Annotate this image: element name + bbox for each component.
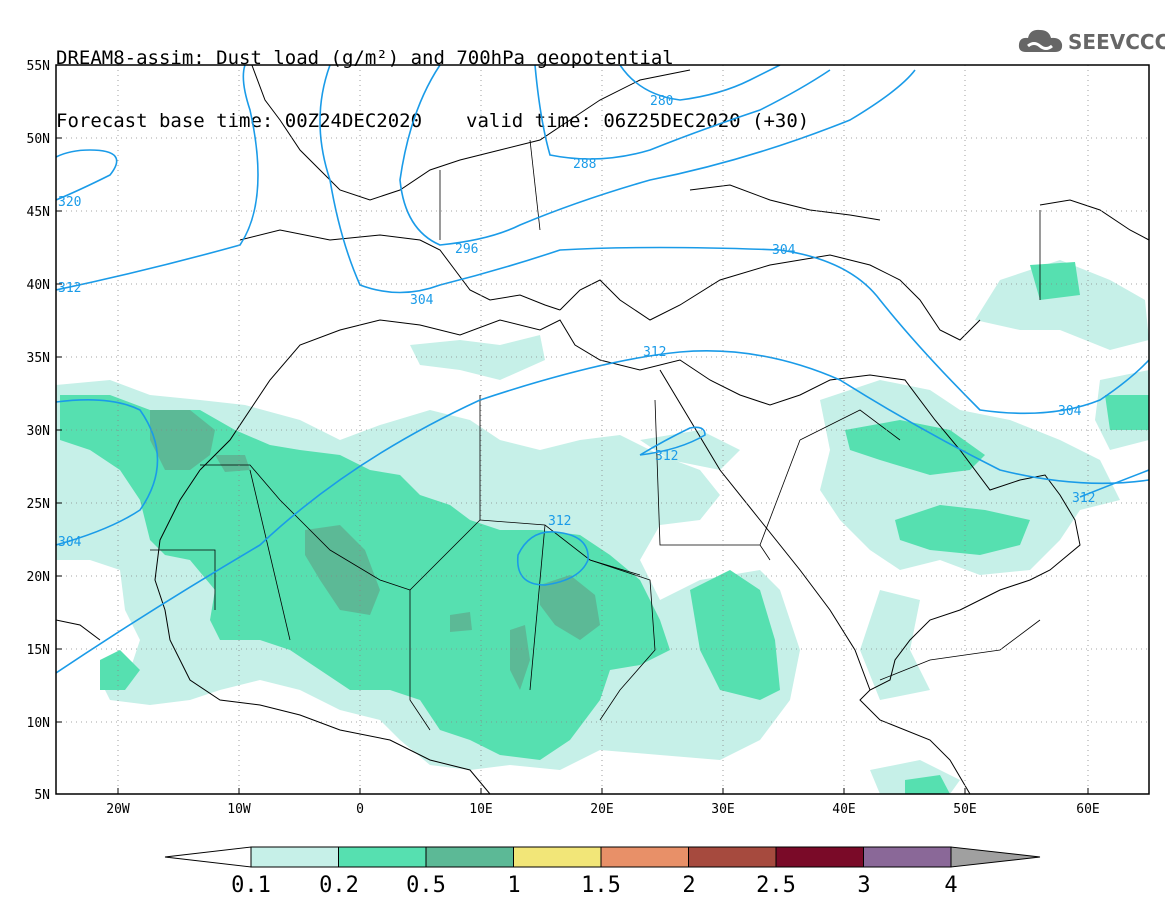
colorbar-box <box>775 846 864 868</box>
contour-label-304: 304 <box>410 293 434 308</box>
geopotential-contours <box>56 65 1149 674</box>
lon-label: 0 <box>356 802 364 817</box>
colorbar-label: 1.5 <box>581 873 621 898</box>
lat-label: 25N <box>27 497 50 512</box>
colorbar-label: 2 <box>682 873 695 898</box>
contour-label-304-west: 304 <box>58 535 82 550</box>
colorbar-label: 2.5 <box>756 873 796 898</box>
title-line-2: Forecast base time: 00Z24DEC2020 valid ti… <box>56 111 809 132</box>
contour-label-280: 280 <box>650 94 673 109</box>
lon-label: 20E <box>590 802 613 817</box>
lon-label: 40E <box>832 802 855 817</box>
lat-label: 35N <box>27 351 50 366</box>
lon-label: 10W <box>227 802 251 817</box>
contour-label-312-center: 312 <box>548 514 571 529</box>
colorbar-box <box>688 846 777 868</box>
contour-label-312-east: 312 <box>1072 491 1095 506</box>
colorbar-box <box>338 846 427 868</box>
lon-label: 10E <box>469 802 492 817</box>
dust-shading <box>56 260 1149 794</box>
axis-ticks <box>56 64 1089 794</box>
contour-label-288: 288 <box>573 157 596 172</box>
lat-label: 10N <box>27 716 50 731</box>
contour-label-312: 312 <box>643 345 666 360</box>
logo-text: SEEVCCC <box>1068 30 1165 54</box>
latitude-labels: 55N 50N 45N 40N 35N 30N 25N 20N 15N 10N … <box>27 59 50 803</box>
lon-label: 30E <box>711 802 734 817</box>
colorbar-label: 0.5 <box>406 873 446 898</box>
colorbar-over-triangle <box>950 846 1041 868</box>
seevccc-logo: SEEVCCC <box>1018 24 1165 58</box>
colorbar-box <box>513 846 602 868</box>
colorbar-under-triangle <box>164 846 252 868</box>
lat-label: 45N <box>27 205 50 220</box>
lat-label: 20N <box>27 570 50 585</box>
colorbar-box <box>425 846 514 868</box>
gridlines <box>56 65 1149 794</box>
colorbar-label: 3 <box>857 873 870 898</box>
longitude-labels: 20W 10W 0 10E 20E 30E 40E 50E 60E <box>106 802 1099 817</box>
colorbar-label: 4 <box>944 873 957 898</box>
base-time-label: Forecast base time: 00Z24DEC2020 <box>56 110 423 132</box>
contour-labels: 280 288 296 304 304 304 304 312 312 312 … <box>58 94 1095 550</box>
chart-title: DREAM8-assim: Dust load (g/m²) and 700hP… <box>56 6 809 153</box>
dust-load-map: 280 288 296 304 304 304 304 312 312 312 … <box>27 59 1150 817</box>
colorbar-box <box>600 846 689 868</box>
lat-label: 55N <box>27 59 50 74</box>
lon-label: 50E <box>953 802 976 817</box>
colorbar-box <box>250 846 339 868</box>
colorbar-labels: 0.1 0.2 0.5 1 1.5 2 2.5 3 4 <box>231 873 958 898</box>
contour-label-304-east: 304 <box>772 243 796 258</box>
lat-label: 40N <box>27 278 50 293</box>
contour-label-312-egypt: 312 <box>655 449 678 464</box>
lat-label: 15N <box>27 643 50 658</box>
lat-label: 5N <box>34 788 50 803</box>
colorbar-boxes <box>164 846 1041 868</box>
dust-level-0-5 <box>150 410 600 690</box>
contour-label-312-west: 312 <box>58 281 81 296</box>
colorbar-label: 0.1 <box>231 873 271 898</box>
colorbar-label: 1 <box>507 873 520 898</box>
contour-label-320: 320 <box>58 195 81 210</box>
colorbar-label: 0.2 <box>319 873 359 898</box>
valid-time-label: valid time: 06Z25DEC2020 (+30) <box>466 110 810 132</box>
cloud-logo-icon <box>1018 29 1063 52</box>
contour-label-304-far-east: 304 <box>1058 404 1082 419</box>
lat-label: 30N <box>27 424 50 439</box>
lon-label: 20W <box>106 802 130 817</box>
contour-label-296: 296 <box>455 242 478 257</box>
coastlines <box>56 65 1149 794</box>
colorbar-box <box>863 846 952 868</box>
title-line-1: DREAM8-assim: Dust load (g/m²) and 700hP… <box>56 47 674 69</box>
lat-label: 50N <box>27 132 50 147</box>
lon-label: 60E <box>1076 802 1099 817</box>
